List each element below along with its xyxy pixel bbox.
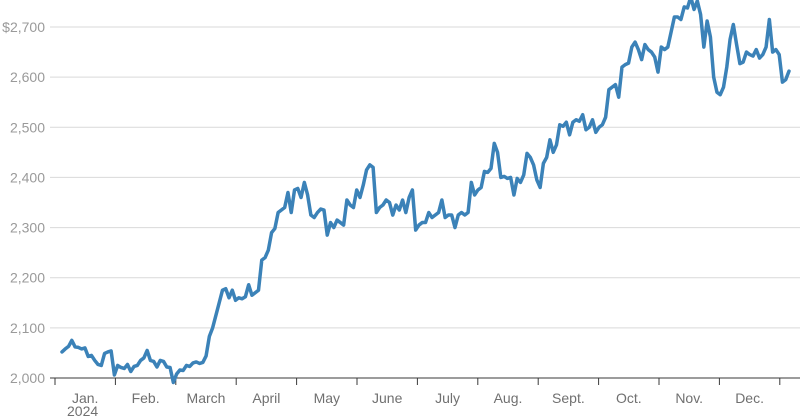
x-tick-label: May: [314, 390, 340, 406]
x-tick-label: Nov.: [675, 390, 703, 406]
y-axis-tick-labels: 2,000 2,100 2,200 2,300 2,400 2,500 2,600 $2,70…: [2, 19, 45, 386]
y-tick-label: 2,500: [10, 119, 45, 135]
x-tick-label: Dec.: [735, 390, 764, 406]
y-tick-label: 2,600: [10, 69, 45, 85]
x-axis-year-label: 2024: [67, 403, 98, 419]
x-tick-label: March: [187, 390, 226, 406]
y-tick-label: 2,000: [10, 370, 45, 386]
x-tick-label: Oct.: [616, 390, 642, 406]
x-tick-label: July: [435, 390, 460, 406]
x-axis: Jan. Feb. March April May June July Aug. Sept. Oc…: [54, 378, 781, 406]
gridlines: [50, 26, 800, 329]
x-tick-label: April: [252, 390, 280, 406]
y-tick-label: $2,700: [2, 19, 45, 35]
y-tick-label: 2,100: [10, 320, 45, 336]
x-tick-label: June: [372, 390, 403, 406]
x-tick-label: Sept.: [552, 390, 585, 406]
x-tick-label: Jan.: [72, 390, 98, 406]
x-tick-label: Feb.: [132, 390, 160, 406]
series-line: [60, 0, 791, 385]
y-tick-label: 2,400: [10, 169, 45, 185]
y-tick-label: 2,300: [10, 220, 45, 236]
y-tick-label: 2,200: [10, 270, 45, 286]
x-tick-label: Aug.: [494, 390, 523, 406]
